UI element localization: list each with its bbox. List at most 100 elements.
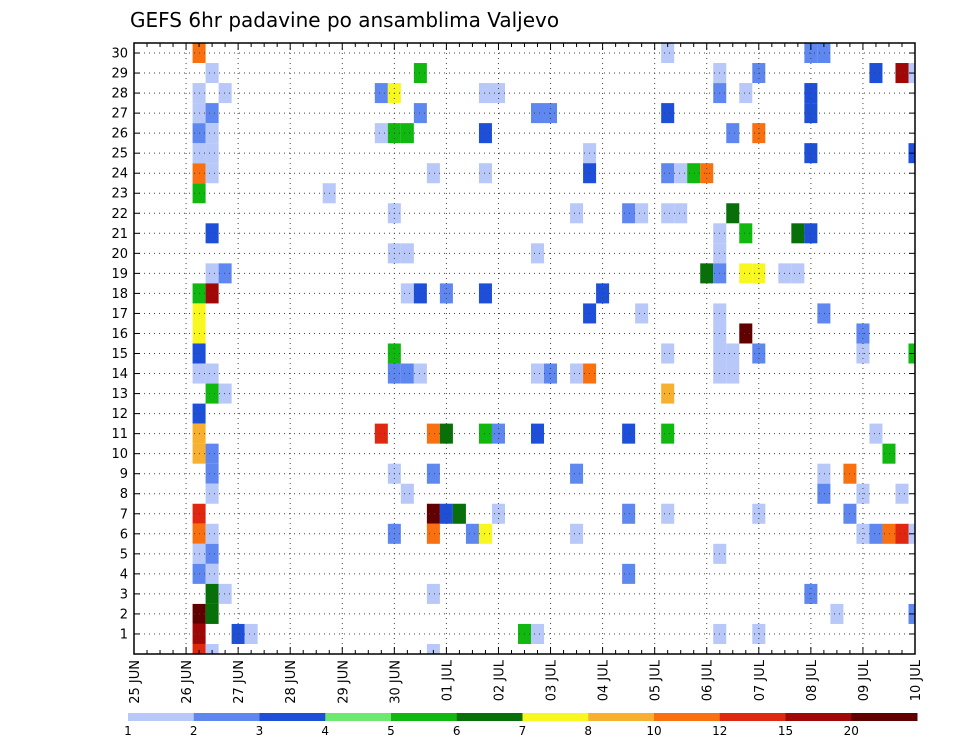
y-tick-label: 10 xyxy=(111,447,128,462)
legend-swatch xyxy=(193,713,260,721)
plot-frame xyxy=(133,42,916,655)
precip-cell xyxy=(426,163,440,184)
precip-cell xyxy=(635,303,649,324)
y-tick-label: 12 xyxy=(111,407,128,422)
y-tick-label: 16 xyxy=(111,327,128,342)
x-tick-label: 07 JUL xyxy=(753,659,768,701)
y-tick-label: 22 xyxy=(111,207,128,222)
precip-cell xyxy=(218,583,232,604)
precip-cell xyxy=(374,83,388,104)
precip-cell xyxy=(205,643,219,654)
precip-cell xyxy=(400,123,414,144)
legend-swatch xyxy=(851,713,918,721)
precip-cell xyxy=(570,363,584,384)
x-tick-label: 05 JUL xyxy=(649,659,664,701)
precip-cell xyxy=(895,63,909,84)
precip-cell xyxy=(661,503,675,524)
precip-cell xyxy=(478,123,492,144)
legend-label: 3 xyxy=(256,724,264,738)
precip-cell xyxy=(674,203,688,224)
precip-cell xyxy=(531,363,545,384)
precip-cell xyxy=(739,223,753,244)
legend-swatch xyxy=(325,713,392,721)
x-tick-label: 01 JUL xyxy=(440,659,455,701)
precip-cell xyxy=(739,263,753,284)
precip-cell xyxy=(244,623,258,644)
precip-cell xyxy=(661,43,675,64)
grid-layer xyxy=(133,43,916,654)
precip-cell xyxy=(622,423,636,444)
precip-cell xyxy=(374,423,388,444)
y-tick-label: 27 xyxy=(111,107,128,122)
precip-cell xyxy=(661,423,675,444)
precip-cell xyxy=(205,223,219,244)
precip-cell xyxy=(478,423,492,444)
precip-cell xyxy=(622,503,636,524)
precip-cell xyxy=(895,523,909,544)
precip-cell xyxy=(205,543,219,564)
legend-swatch xyxy=(719,713,786,721)
precip-cell xyxy=(570,203,584,224)
precip-cell xyxy=(205,143,219,164)
precip-cell xyxy=(622,563,636,584)
precip-cell xyxy=(205,363,219,384)
precip-cell xyxy=(726,123,740,144)
x-tick-label: 08 JUL xyxy=(805,659,820,701)
precip-cell xyxy=(726,203,740,224)
y-tick-label: 11 xyxy=(111,427,128,442)
precip-cell xyxy=(726,343,740,364)
precip-cell xyxy=(205,103,219,124)
precip-cell xyxy=(531,243,545,264)
y-tick-label: 25 xyxy=(111,147,128,162)
legend-label: 5 xyxy=(387,724,395,738)
precip-cell xyxy=(205,383,219,404)
precip-cell xyxy=(426,463,440,484)
precip-cell xyxy=(622,203,636,224)
legend-swatch xyxy=(391,713,458,721)
precip-cell xyxy=(205,283,219,304)
legend-label: 2 xyxy=(190,724,198,738)
precip-cell xyxy=(426,523,440,544)
legend-label: 20 xyxy=(844,724,859,738)
precip-cell xyxy=(661,383,675,404)
precip-cell xyxy=(674,163,688,184)
precip-cell xyxy=(192,643,206,654)
precip-cell xyxy=(895,483,909,504)
y-tick-label: 29 xyxy=(111,67,128,82)
precip-cell xyxy=(218,83,232,104)
precip-cell xyxy=(413,103,427,124)
y-tick-label: 6 xyxy=(120,527,128,542)
precip-cell xyxy=(830,603,844,624)
x-tick-label: 30 JUN xyxy=(388,660,403,704)
y-tick-label: 28 xyxy=(111,87,128,102)
legend-swatch xyxy=(259,713,326,721)
precip-cell xyxy=(205,563,219,584)
precip-cell xyxy=(882,523,896,544)
precip-cell xyxy=(661,103,675,124)
y-tick-label: 18 xyxy=(111,287,128,302)
precip-cell xyxy=(205,583,219,604)
precip-cell xyxy=(739,323,753,344)
precip-cell xyxy=(400,243,414,264)
precip-cell xyxy=(205,63,219,84)
x-axis: 25 JUN 26 JUN 27 JUN 28 JUN 29 JUN 30 JUN 01 J… xyxy=(128,43,924,704)
precip-cell xyxy=(817,43,831,64)
precip-cell xyxy=(478,283,492,304)
precip-cell xyxy=(661,163,675,184)
y-tick-label: 4 xyxy=(120,567,128,582)
precip-cell xyxy=(869,63,883,84)
precip-cell xyxy=(205,123,219,144)
precip-cell xyxy=(661,343,675,364)
precip-cell xyxy=(531,103,545,124)
precip-cell xyxy=(413,363,427,384)
legend-label: 4 xyxy=(321,724,329,738)
legend-label: 15 xyxy=(778,724,793,738)
precip-cell xyxy=(426,503,440,524)
y-tick-label: 9 xyxy=(120,467,128,482)
precip-cell xyxy=(205,603,219,624)
legend-label: 6 xyxy=(453,724,461,738)
cells-layer xyxy=(192,43,915,654)
precip-cell xyxy=(817,463,831,484)
x-tick-label: 06 JUL xyxy=(701,659,716,701)
